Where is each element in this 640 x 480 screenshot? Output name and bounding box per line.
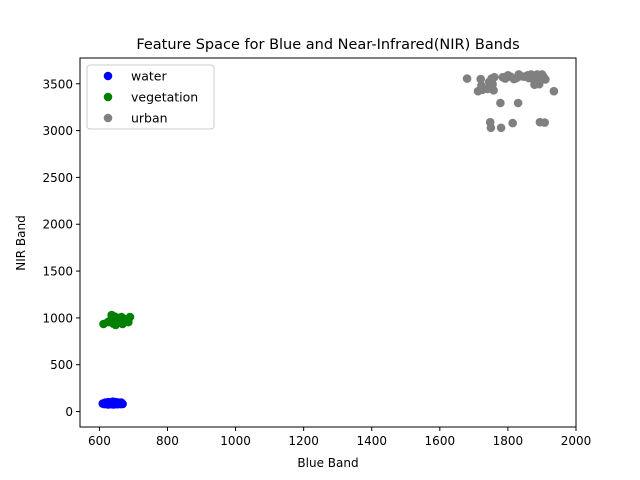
data-point-vegetation-20 (125, 312, 135, 322)
legend-label-vegetation: vegetation (131, 90, 198, 105)
y-tick-label-4: 2000 (42, 218, 73, 232)
x-tick-label-4: 1400 (356, 434, 387, 448)
plot-area: 600 800 1000 1200 1400 1600 1800 2000 0 500 1000 15… (42, 57, 592, 448)
data-point-urban-13 (496, 98, 505, 108)
legend-marker-vegetation (103, 92, 113, 102)
data-point-urban-2 (476, 74, 486, 84)
data-point-urban-19 (508, 118, 517, 128)
legend-marker-water (103, 71, 113, 81)
x-tick-label-5: 1600 (425, 434, 456, 448)
y-tick-label-7: 3500 (42, 77, 73, 91)
y-tick-label-3: 1500 (42, 265, 73, 279)
data-point-urban-34 (534, 79, 544, 89)
y-tick-label-0: 0 (65, 405, 73, 419)
legend-label-urban: urban (131, 111, 168, 126)
legend-marker-urban (103, 113, 113, 123)
y-axis-label: NIR Band (14, 215, 28, 270)
data-point-urban-12 (490, 72, 499, 82)
data-point-urban-22 (513, 98, 523, 108)
data-point-water-35 (118, 399, 127, 409)
y-tick-label-2: 1000 (42, 311, 73, 325)
chart-title: Feature Space for Blue and Near-Infrared… (136, 37, 519, 53)
x-tick-label-7: 2000 (561, 434, 592, 448)
x-tick-label-0: 600 (88, 434, 111, 448)
x-tick-label-1: 800 (156, 434, 179, 448)
y-tick-label-5: 2500 (42, 171, 73, 185)
data-point-urban-38 (540, 118, 549, 127)
x-axis-label: Blue Band (297, 456, 358, 470)
legend-label-water: water (131, 69, 167, 84)
y-tick-label-1: 500 (50, 358, 73, 372)
x-tick-label-3: 1200 (288, 434, 319, 448)
y-tick-label-6: 3000 (42, 124, 73, 138)
data-point-urban-14 (496, 123, 506, 133)
plot-frame (79, 57, 577, 428)
data-point-urban-11 (489, 86, 498, 95)
data-point-urban-0 (462, 74, 472, 83)
x-tick-label-2: 1000 (220, 434, 251, 448)
legend: water vegetation urban (86, 64, 215, 130)
data-point-urban-39 (541, 75, 550, 84)
x-tick-label-6: 1800 (493, 434, 524, 448)
data-point-urban-8 (486, 123, 496, 133)
legend-box (86, 64, 215, 130)
data-point-urban-40 (549, 86, 559, 96)
